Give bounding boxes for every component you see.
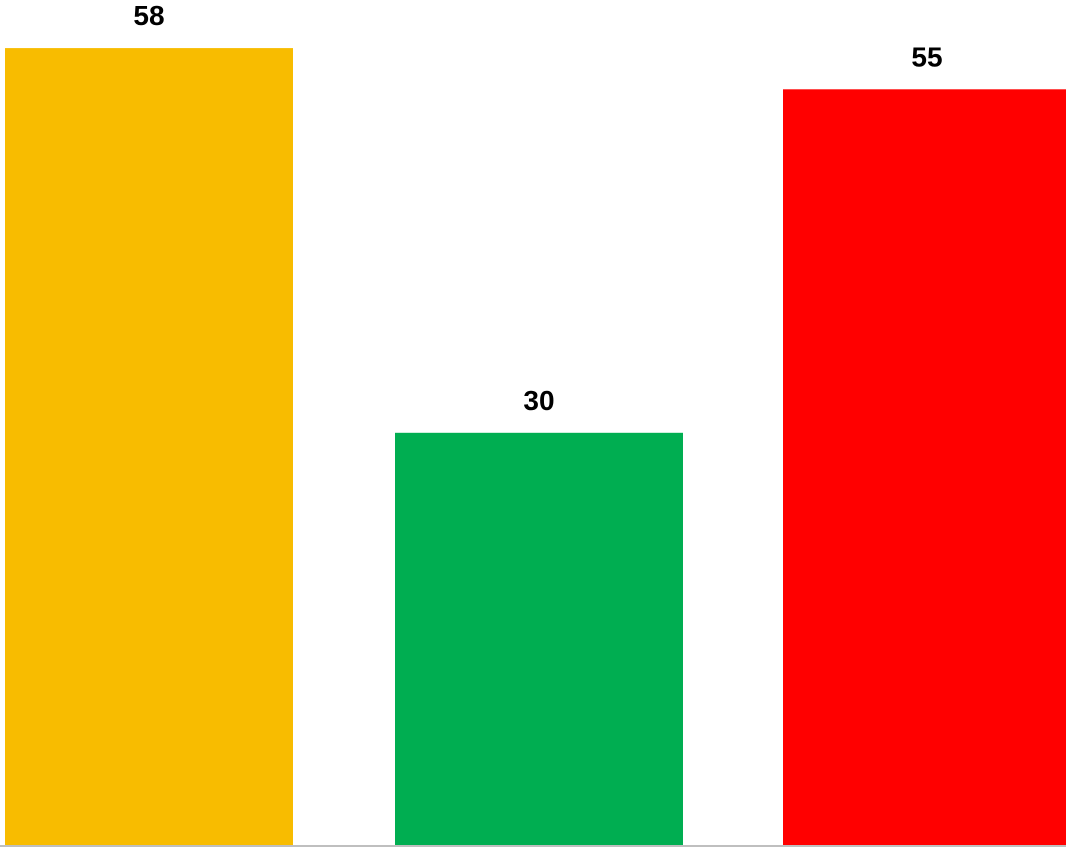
bar-3: [783, 89, 1066, 845]
bar-2: [395, 432, 683, 845]
data-label-3: 55: [911, 41, 942, 72]
data-labels-group: 58 30 55: [133, 0, 942, 416]
bars-group: [5, 48, 1066, 846]
bar-1: [5, 48, 293, 846]
data-label-1: 58: [133, 0, 164, 31]
data-label-2: 30: [523, 385, 554, 416]
